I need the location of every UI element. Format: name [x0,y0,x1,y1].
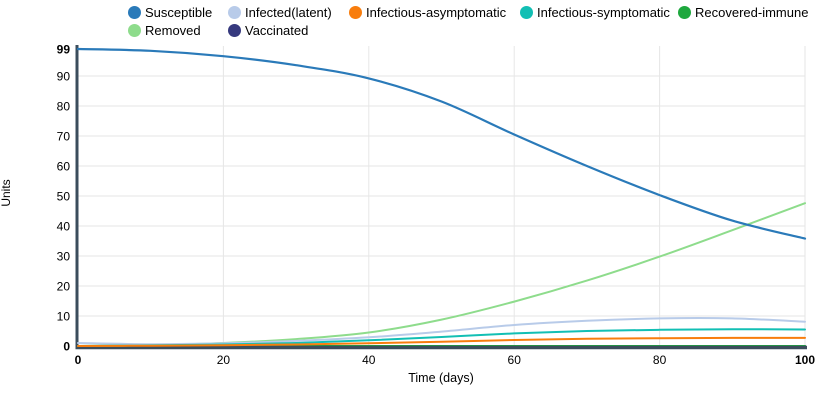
legend-marker-infected-latent-icon [228,6,241,19]
y-tick-label: 90 [57,70,71,84]
legend-label-infected-latent: Infected(latent) [245,5,332,20]
y-tick-label: 20 [57,280,71,294]
y-tick-label: 70 [57,130,71,144]
y-tick-label: 50 [57,190,71,204]
legend-item-removed[interactable]: Removed [128,23,228,38]
x-tick-label: 20 [217,353,231,367]
series-line-infected-latent- [77,317,806,346]
legend-marker-removed-icon [128,24,141,37]
x-axis-title: Time (days) [408,371,474,385]
x-tick-label: 0 [75,353,82,367]
legend-item-infectious-symptomatic[interactable]: Infectious-symptomatic [520,5,678,20]
legend-label-removed: Removed [145,23,201,38]
legend-item-infectious-asymptomatic[interactable]: Infectious-asymptomatic [349,5,520,20]
x-tick-label: 60 [508,353,522,367]
y-tick-label: 80 [57,100,71,114]
legend-marker-recovered-immune-icon [678,6,691,19]
series-line-infectious-asymptomatic [77,336,806,347]
legend-marker-infectious-symptomatic-icon [520,6,533,19]
legend-row-2: Removed Vaccinated [128,23,808,38]
x-tick-label: 80 [653,353,667,367]
legend-label-vaccinated: Vaccinated [245,23,309,38]
legend-item-infected-latent[interactable]: Infected(latent) [228,5,349,20]
y-tick-label: 30 [57,250,71,264]
y-tick-label: 40 [57,220,71,234]
legend-label-susceptible: Susceptible [145,5,213,20]
series-line-susceptible [76,47,807,240]
legend-item-susceptible[interactable]: Susceptible [128,5,228,20]
legend-item-recovered-immune[interactable]: Recovered-immune [678,5,808,20]
x-tick-label: 100 [795,353,815,367]
y-tick-label: 60 [57,160,71,174]
legend-label-recovered-immune: Recovered-immune [695,5,809,20]
legend-marker-vaccinated-icon [228,24,241,37]
legend-label-infectious-symptomatic: Infectious-symptomatic [537,5,670,20]
y-tick-label: 10 [57,310,71,324]
legend-row-1: Susceptible Infected(latent) Infectious-… [128,5,808,20]
legend-item-vaccinated[interactable]: Vaccinated [228,23,308,38]
y-tick-label: 0 [63,340,70,354]
x-tick-label: 40 [362,353,376,367]
legend-marker-infectious-asymptomatic-icon [349,6,362,19]
legend-label-infectious-asymptomatic: Infectious-asymptomatic [366,5,507,20]
y-tick-label: 99 [57,43,71,57]
series-line-removed [77,202,806,347]
legend-marker-susceptible-icon [128,6,141,19]
legend: Susceptible Infected(latent) Infectious-… [128,5,808,38]
